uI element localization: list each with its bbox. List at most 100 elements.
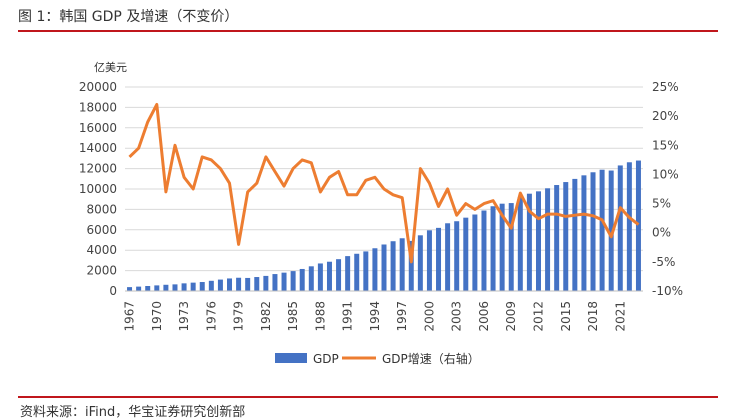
y-axis-left-tick-label: 20000 [79, 80, 117, 94]
title-rule [18, 30, 718, 32]
x-axis-tick-label: 1970 [150, 301, 164, 332]
y-axis-left-tick-label: 2000 [86, 264, 117, 278]
x-axis-tick-label: 1976 [204, 301, 218, 332]
gdp-growth-line [128, 103, 640, 264]
y-axis-right-tick-label: 5% [652, 197, 671, 211]
gdp-bar [263, 275, 269, 291]
x-axis-tick-label: 1985 [286, 301, 300, 332]
y-axis-left-tick-label: 18000 [79, 100, 117, 114]
gdp-bar [254, 277, 260, 291]
gdp-bar [172, 284, 178, 291]
x-axis-tick-label: 2003 [450, 301, 464, 332]
gdp-bar [336, 259, 342, 291]
gdp-bar [154, 285, 160, 291]
y-axis-left-tick-label: 16000 [79, 121, 117, 135]
y-axis-right-tick-label: 10% [652, 167, 679, 181]
gdp-bar [145, 286, 151, 291]
y-axis-right-ticks: -10% -5% 0% 5% 10% 15% 20% 25% [652, 80, 683, 298]
gdp-bar [481, 210, 487, 291]
gdp-bar [381, 244, 387, 291]
gdp-bar [181, 283, 187, 291]
y-axis-left-tick-label: 4000 [86, 243, 117, 257]
gdp-bar [127, 287, 133, 291]
gdp-bar [408, 240, 414, 291]
gdp-chart: 亿美元 0 2000 4000 6000 8000 10000 12000 14000 1600… [79, 61, 683, 366]
gdp-bar [454, 221, 460, 291]
gdp-bar [563, 182, 569, 291]
x-axis-tick-label: 1967 [123, 301, 137, 332]
gdp-bar [581, 175, 587, 291]
gridlines [125, 86, 643, 272]
x-axis-tick-label: 2012 [531, 301, 545, 332]
x-axis-tick-label: 1994 [368, 301, 382, 332]
gdp-bar [363, 251, 369, 291]
gdp-bar [572, 178, 578, 291]
source-note: 资料来源：iFind，华宝证券研究创新部 [20, 405, 246, 420]
x-axis-tick-label: 2009 [504, 301, 518, 332]
x-axis-ticks: 1967 1970 1973 1976 1979 1982 1985 1988 1991 1994… [123, 301, 628, 332]
gdp-bar [426, 230, 432, 291]
y-axis-left-tick-label: 12000 [79, 162, 117, 176]
gdp-bar [299, 268, 305, 291]
gdp-bar [463, 217, 469, 291]
gdp-bar [436, 227, 442, 291]
gdp-bar [227, 278, 233, 291]
legend-gdp-swatch [275, 353, 307, 363]
x-axis-tick-label: 1991 [341, 301, 355, 332]
x-axis-tick-label: 2006 [477, 301, 491, 332]
x-axis-tick-label: 1997 [395, 301, 409, 332]
x-axis-tick-label: 1982 [259, 301, 273, 332]
gdp-bars [127, 160, 641, 291]
y-axis-left-ticks: 0 2000 4000 6000 8000 10000 12000 14000 16000 180… [79, 80, 117, 298]
gdp-bar [217, 279, 223, 291]
gdp-bar [199, 282, 205, 291]
gdp-bar [626, 162, 632, 291]
y-axis-left-tick-label: 6000 [86, 223, 117, 237]
x-axis-tick-label: 2015 [559, 301, 573, 332]
gdp-bar [608, 170, 614, 291]
gdp-bar [317, 263, 323, 291]
y-axis-right-tick-label: -5% [652, 255, 675, 269]
x-axis-tick-label: 1979 [232, 301, 246, 332]
figure-title: 图 1：韩国 GDP 及增速（不变价） [18, 9, 239, 25]
x-axis-tick-label: 2000 [422, 301, 436, 332]
x-axis-tick-label: 2018 [586, 301, 600, 332]
legend: GDP GDP增速（右轴） [275, 351, 480, 366]
y-axis-right-tick-label: 0% [652, 226, 671, 240]
gdp-bar [545, 188, 551, 291]
gdp-bar [499, 203, 505, 291]
y-axis-left-tick-label: 0 [109, 284, 117, 298]
gdp-bar [590, 172, 596, 291]
y-axis-left-tick-label: 14000 [79, 141, 117, 155]
x-axis-tick-label: 1973 [177, 301, 191, 332]
gdp-bar [372, 248, 378, 291]
gdp-bar [490, 206, 496, 291]
source-rule [18, 396, 718, 398]
gdp-bar [345, 256, 351, 291]
gdp-bar [354, 253, 360, 291]
gdp-bar [290, 271, 296, 291]
gdp-bar [472, 214, 478, 291]
legend-growth-label: GDP增速（右轴） [382, 351, 480, 366]
y-axis-right-tick-label: 15% [652, 138, 679, 152]
gdp-bar [281, 272, 287, 291]
gdp-bar [308, 266, 314, 291]
legend-gdp-label: GDP [313, 352, 339, 366]
y-axis-unit-label: 亿美元 [94, 61, 127, 74]
gdp-bar [554, 185, 560, 291]
gdp-bar [445, 223, 451, 291]
gdp-bar [417, 235, 423, 291]
gdp-bar [245, 277, 251, 291]
gdp-bar [326, 261, 332, 291]
gdp-bar [390, 241, 396, 291]
gdp-bar [508, 203, 514, 291]
y-axis-right-tick-label: 20% [652, 109, 679, 123]
x-axis-tick-label: 1988 [313, 301, 327, 332]
gdp-bar [163, 284, 169, 291]
gdp-bar [635, 160, 641, 291]
gdp-bar [399, 238, 405, 291]
gdp-bar [236, 277, 242, 291]
x-axis-tick-label: 2021 [613, 301, 627, 332]
y-axis-right-tick-label: 25% [652, 80, 679, 94]
gdp-bar [617, 165, 623, 291]
